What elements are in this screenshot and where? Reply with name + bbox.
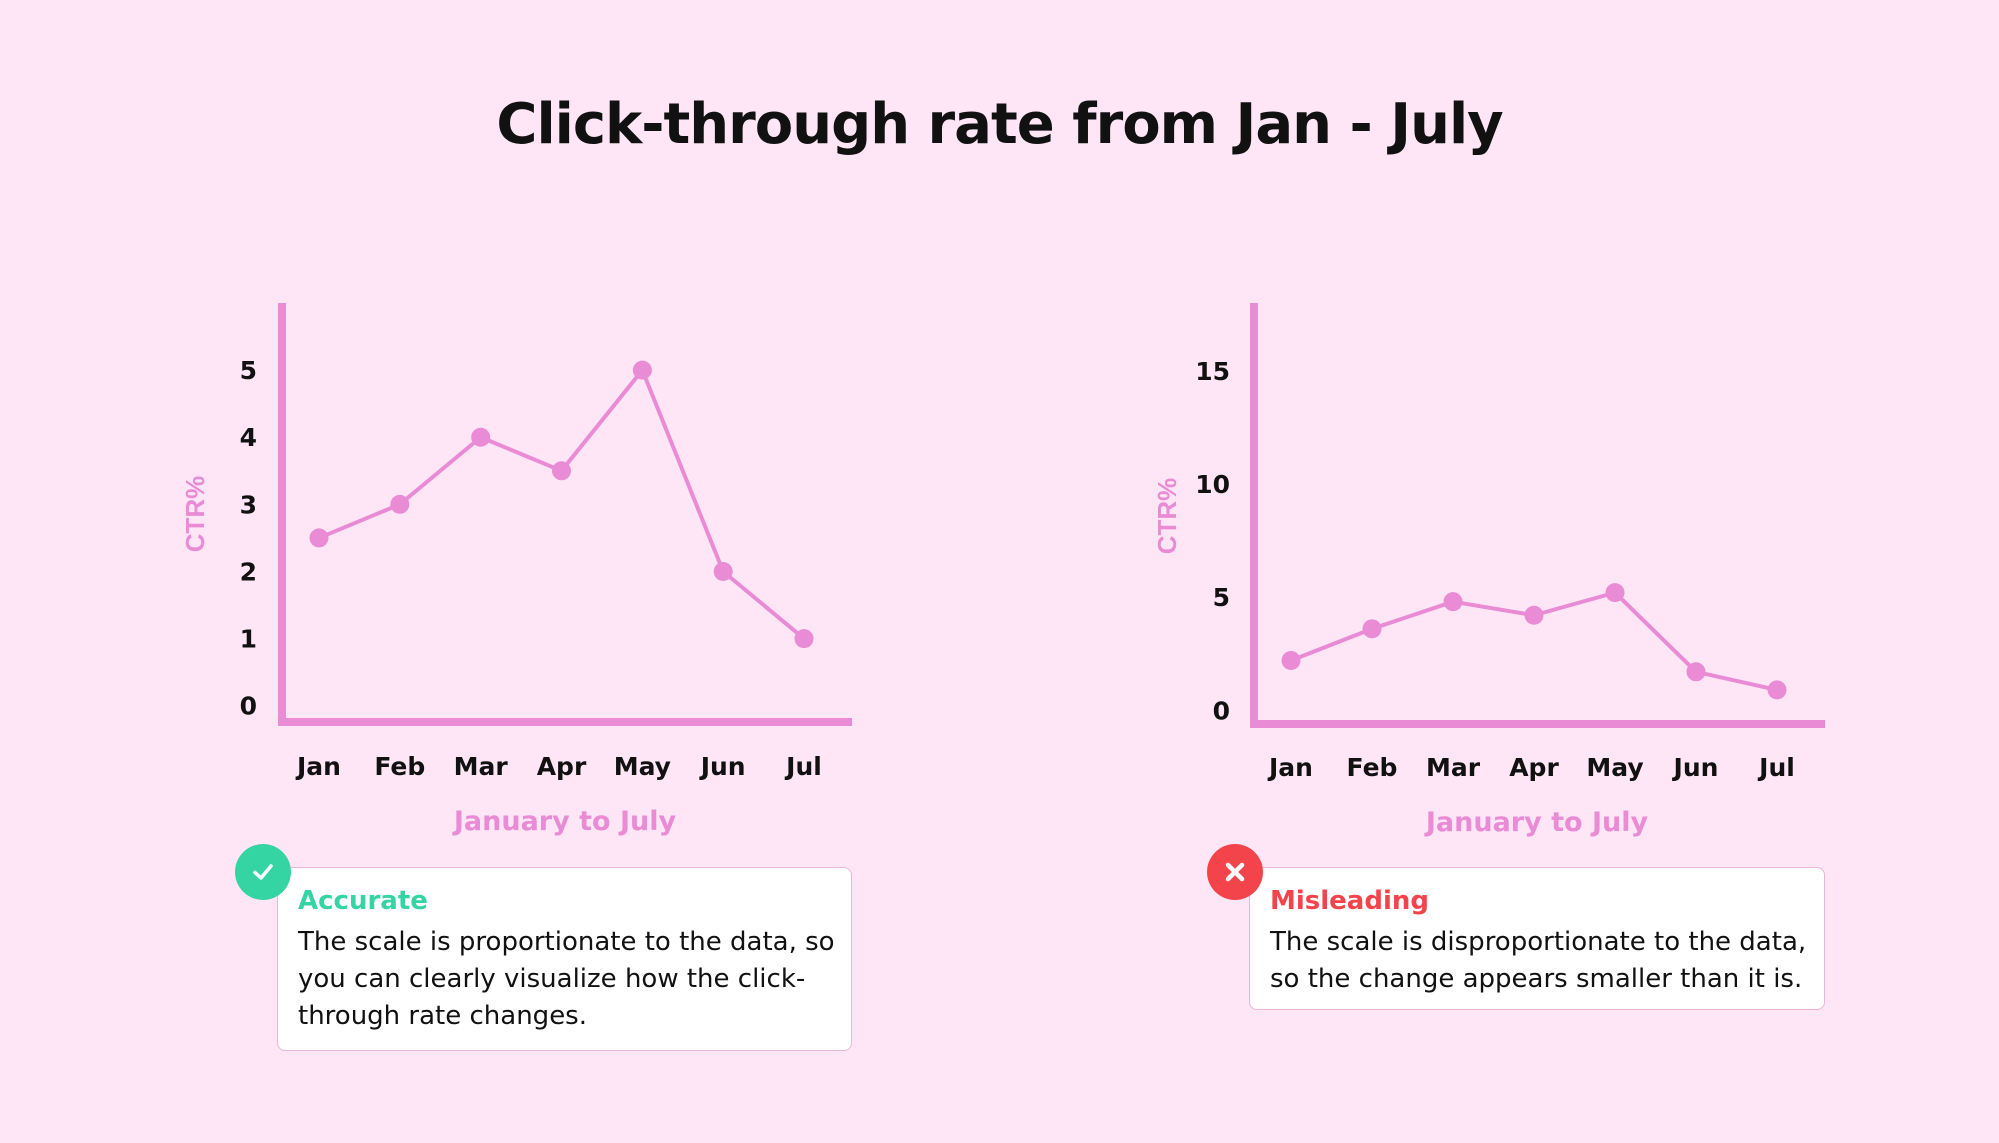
x-axis-label: January to July — [452, 806, 677, 837]
x-tick-label: Apr — [1509, 753, 1559, 782]
x-tick-label: Feb — [1347, 753, 1398, 782]
x-tick-label: Jul — [784, 752, 822, 781]
x-axis-label: January to July — [1424, 807, 1649, 838]
note-status-misleading: Misleading — [1270, 886, 1429, 916]
x-tick-label: May — [1586, 753, 1643, 782]
y-tick-label: 4 — [240, 423, 257, 452]
note-status-accurate: Accurate — [298, 886, 428, 916]
data-point — [390, 494, 410, 514]
data-point — [1686, 662, 1706, 682]
data-point — [1767, 680, 1787, 700]
data-point — [471, 427, 491, 447]
note-card-misleading: Misleading The scale is disproportionate… — [1249, 867, 1825, 1010]
x-tick-label: Jul — [1757, 753, 1795, 782]
y-axis-label: CTR% — [1152, 478, 1182, 555]
x-icon — [1207, 844, 1263, 900]
y-axis-label: CTR% — [180, 476, 210, 553]
note-text-accurate: The scale is proportionate to the data, … — [298, 927, 835, 1031]
y-tick-label: 1 — [240, 625, 257, 654]
y-tick-label: 3 — [240, 490, 257, 519]
x-tick-label: Feb — [374, 752, 425, 781]
x-tick-label: Jun — [699, 752, 746, 781]
x-tick-label: Jan — [1267, 753, 1313, 782]
x-tick-label: May — [614, 752, 671, 781]
data-point — [309, 528, 329, 548]
y-tick-label: 0 — [240, 692, 257, 721]
x-tick-label: Mar — [1426, 753, 1481, 782]
data-point — [1605, 583, 1625, 603]
page-title: Click-through rate from Jan - July — [496, 92, 1503, 157]
x-tick-label: Jan — [295, 752, 341, 781]
x-tick-label: Apr — [537, 752, 587, 781]
data-point — [1281, 650, 1301, 670]
y-tick-label: 5 — [240, 356, 257, 385]
data-point — [1443, 592, 1463, 612]
y-tick-label: 15 — [1195, 357, 1230, 386]
note-card-accurate: Accurate The scale is proportionate to t… — [277, 867, 852, 1051]
x-tick-label: Jun — [1672, 753, 1719, 782]
data-point — [794, 629, 814, 649]
data-point — [1524, 605, 1544, 625]
x-tick-label: Mar — [454, 752, 509, 781]
y-tick-label: 5 — [1213, 583, 1230, 612]
data-point — [632, 360, 652, 380]
check-icon — [235, 844, 291, 900]
y-tick-label: 0 — [1213, 696, 1230, 725]
data-point — [552, 461, 571, 481]
data-point — [713, 561, 733, 581]
y-tick-label: 2 — [240, 557, 257, 586]
y-tick-label: 10 — [1195, 470, 1230, 499]
data-point — [1362, 619, 1382, 639]
note-text-misleading: The scale is disproportionate to the dat… — [1270, 927, 1807, 994]
